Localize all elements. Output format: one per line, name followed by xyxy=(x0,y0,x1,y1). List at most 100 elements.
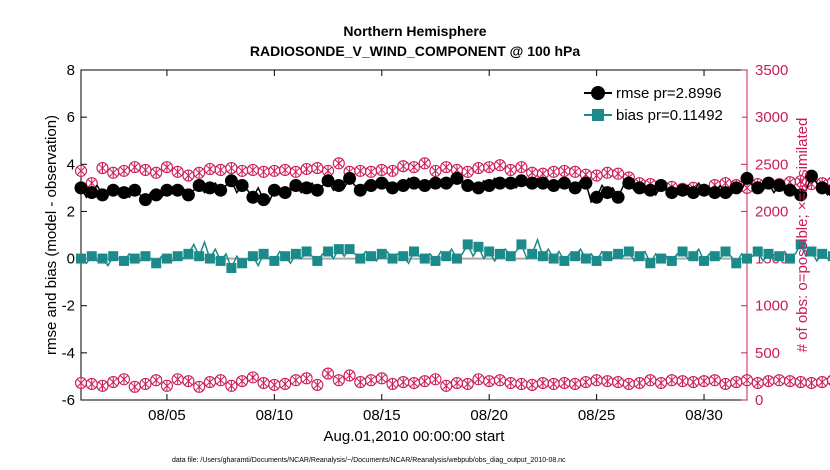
bias-point xyxy=(344,244,355,255)
obs-assimilated-marker xyxy=(323,368,333,379)
rmse-point xyxy=(676,183,690,197)
rmse-point xyxy=(214,183,228,197)
obs-possible-marker xyxy=(429,373,442,386)
obs-assimilated-marker xyxy=(538,378,548,389)
rmse-point xyxy=(128,183,142,197)
obs-assimilated-marker xyxy=(270,379,279,390)
bias-point xyxy=(623,246,634,257)
bias-point xyxy=(86,251,97,262)
x-axis: 08/05 08/10 08/15 08/20 08/25 08/30 xyxy=(148,70,723,424)
obs-possible-marker xyxy=(193,380,206,393)
obs-possible-marker xyxy=(300,372,313,385)
bias-point xyxy=(688,251,699,262)
rmse-point xyxy=(536,176,550,190)
rmse-point xyxy=(525,176,539,190)
bias-point xyxy=(172,251,183,262)
rmse-point xyxy=(751,181,765,195)
obs-assimilated-marker xyxy=(635,378,644,389)
obs-assimilated-marker xyxy=(302,373,311,384)
rmse-point xyxy=(396,179,410,192)
obs-assimilated-marker xyxy=(549,378,558,389)
obs-assimilated-marker xyxy=(592,170,601,181)
bias-point xyxy=(226,263,237,273)
rmse-point xyxy=(504,176,518,190)
obs-possible-marker xyxy=(160,379,173,392)
bias-point xyxy=(559,255,570,266)
obs-assimilated-marker xyxy=(699,376,709,387)
obs-assimilated-marker xyxy=(474,374,483,385)
rmse-point xyxy=(353,183,367,197)
obs-assimilated-marker xyxy=(205,377,215,388)
obs-possible-marker xyxy=(375,372,388,385)
obs-assimilated-marker xyxy=(484,162,494,173)
x-tick-label: 08/10 xyxy=(256,407,294,424)
rmse-point xyxy=(665,186,679,200)
bias-point xyxy=(269,255,280,266)
obs-possible-marker xyxy=(826,176,830,188)
rmse-point xyxy=(289,179,303,192)
bias-point xyxy=(441,251,452,262)
obs-assimilated-marker xyxy=(431,374,440,385)
obs-assimilated-marker xyxy=(388,165,397,176)
obs-assimilated-marker xyxy=(527,167,537,178)
obs-possible-marker xyxy=(461,377,474,391)
obs-assimilated-marker xyxy=(774,375,784,386)
obs-assimilated-marker xyxy=(98,163,107,174)
obs-assimilated-marker xyxy=(312,163,322,174)
obs-assimilated-marker xyxy=(441,380,451,391)
obs-assimilated-marker xyxy=(248,372,258,383)
y-tick-label: -4 xyxy=(62,345,75,362)
rmse-point xyxy=(557,176,571,190)
bias-point xyxy=(817,248,828,259)
bias-point xyxy=(591,255,602,266)
rmse-point xyxy=(611,190,625,204)
rmse-point xyxy=(418,179,432,192)
rmse-point xyxy=(300,181,314,195)
bias-point xyxy=(613,248,624,259)
obs-assimilated-marker xyxy=(119,165,129,176)
obs-assimilated-marker xyxy=(355,165,365,176)
obs-assimilated-marker xyxy=(173,374,183,385)
obs-possible-marker xyxy=(322,367,335,380)
rmse-point xyxy=(203,181,217,195)
bias-point xyxy=(247,251,258,262)
obs-assimilated-marker xyxy=(420,158,430,169)
obs-possible-marker xyxy=(429,164,442,177)
rmse-point xyxy=(590,190,604,204)
obs-assimilated-marker xyxy=(603,167,612,178)
obs-assimilated-marker xyxy=(237,165,247,176)
obs-assimilated-marker xyxy=(495,160,505,171)
y-right-tick-label: 3500 xyxy=(755,62,788,79)
rmse-point xyxy=(149,188,163,202)
rmse-point xyxy=(321,174,335,188)
bias-point xyxy=(634,251,645,262)
obs-assimilated-marker xyxy=(334,158,344,169)
y-right-tick-label: 1000 xyxy=(755,298,788,315)
bias-point xyxy=(215,255,226,266)
rmse-point xyxy=(804,169,818,183)
rmse-point xyxy=(138,193,152,207)
obs-assimilated-marker xyxy=(205,164,215,174)
legend: rmse pr=2.8996 bias pr=0.11492 xyxy=(580,78,742,128)
obs-assimilated-marker xyxy=(581,377,591,388)
rmse-point xyxy=(493,176,507,190)
obs-assimilated-marker xyxy=(431,165,440,176)
obs-assimilated-marker xyxy=(764,376,773,387)
bias-point xyxy=(280,251,291,262)
bias-point xyxy=(699,255,710,266)
obs-assimilated-marker xyxy=(624,378,634,389)
bias-point xyxy=(548,253,559,264)
rmse-point xyxy=(547,179,561,192)
rmse-point xyxy=(439,176,453,190)
obs-assimilated-marker xyxy=(409,162,419,173)
rmse-point xyxy=(224,174,238,188)
obs-assimilated-marker xyxy=(216,375,225,386)
rmse-point xyxy=(772,179,786,192)
bias-point xyxy=(484,246,495,257)
obs-assimilated-marker xyxy=(731,377,741,388)
obs-assimilated-marker xyxy=(817,377,827,388)
bias-series xyxy=(76,237,830,273)
obs-possible-marker xyxy=(171,165,184,178)
y-right-tick-label: 0 xyxy=(755,392,763,409)
rmse-point xyxy=(364,179,378,192)
